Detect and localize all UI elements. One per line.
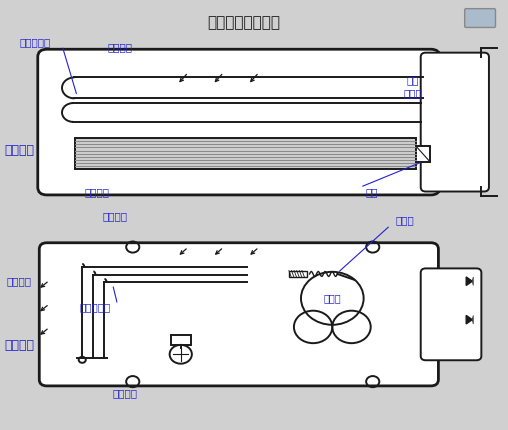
Bar <box>171 335 191 345</box>
Text: 室外换热器: 室外换热器 <box>80 302 111 312</box>
Polygon shape <box>466 277 472 286</box>
Text: 室内出风: 室内出风 <box>85 187 110 197</box>
FancyBboxPatch shape <box>38 49 440 195</box>
Text: 室外进风: 室外进风 <box>103 211 128 221</box>
Text: 风机: 风机 <box>365 187 377 197</box>
Polygon shape <box>472 315 473 324</box>
Text: 室内机组: 室内机组 <box>4 144 34 157</box>
FancyBboxPatch shape <box>465 9 495 28</box>
Bar <box>75 138 416 169</box>
Bar <box>290 270 307 277</box>
Text: 室外进风: 室外进风 <box>7 276 31 286</box>
Text: 室外出风: 室外出风 <box>113 388 138 398</box>
Text: 分体挂壁式空调器: 分体挂壁式空调器 <box>207 15 280 30</box>
Text: 室内进风: 室内进风 <box>108 42 133 52</box>
Text: 风机
电动机: 风机 电动机 <box>404 76 423 98</box>
Polygon shape <box>466 315 472 324</box>
Text: 换向阀: 换向阀 <box>395 215 414 225</box>
Text: 压缩机: 压缩机 <box>324 293 341 303</box>
FancyBboxPatch shape <box>39 243 438 386</box>
Polygon shape <box>472 277 473 286</box>
Text: 室内换热器: 室内换热器 <box>19 37 50 47</box>
FancyBboxPatch shape <box>421 52 489 191</box>
Text: 室外机组: 室外机组 <box>4 339 34 352</box>
Bar <box>416 146 430 162</box>
FancyBboxPatch shape <box>421 268 482 360</box>
